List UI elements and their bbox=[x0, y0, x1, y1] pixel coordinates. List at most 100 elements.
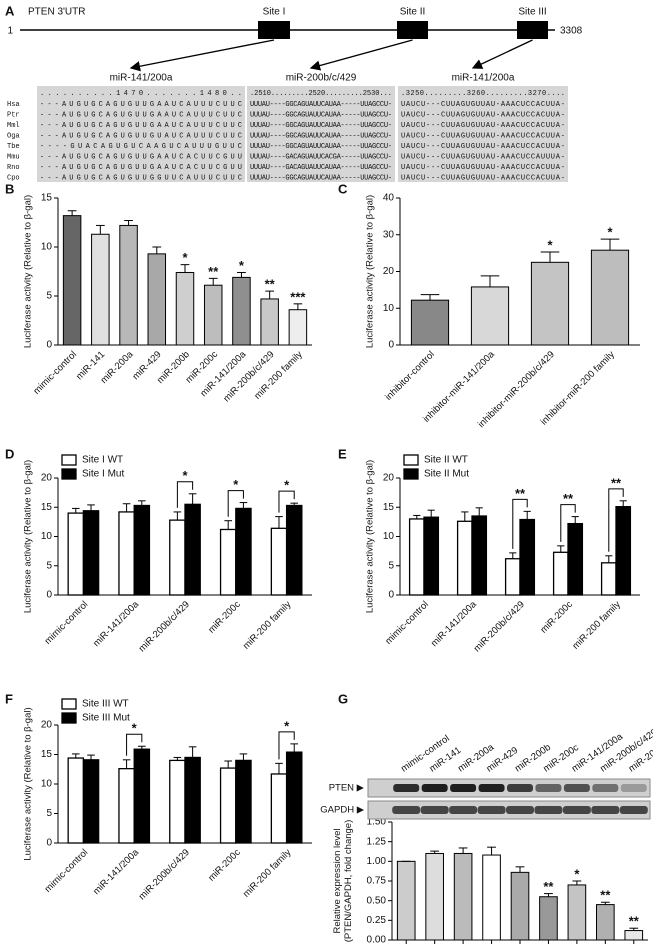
bar bbox=[590, 249, 630, 346]
bar bbox=[596, 904, 615, 941]
legend-swatch bbox=[61, 698, 77, 710]
bar bbox=[118, 511, 135, 596]
y-tick-label: 5 bbox=[46, 560, 52, 571]
bar bbox=[203, 284, 223, 346]
y-tick-label: 15 bbox=[41, 502, 53, 513]
pten-band bbox=[393, 784, 420, 792]
alignment-row: UAUCU---CUUAGUGUUAU-AAACUCCACUUA- bbox=[401, 101, 565, 109]
alignment-box bbox=[398, 86, 568, 182]
y-tick-label: 15 bbox=[41, 193, 53, 204]
y-tick-label: 1.50 bbox=[367, 817, 387, 828]
x-tick-label: mimic-control bbox=[43, 599, 91, 647]
significance: * bbox=[607, 225, 613, 240]
pten-band bbox=[450, 784, 477, 792]
y-tick-label: 10 bbox=[41, 242, 53, 253]
legend-label: Site I WT bbox=[82, 455, 123, 466]
alignment-ruler: ..........1470.......1480.. bbox=[40, 90, 242, 98]
alignment-box bbox=[247, 86, 395, 182]
bar bbox=[169, 759, 186, 844]
y-tick-label: 15 bbox=[383, 502, 395, 513]
bar bbox=[219, 767, 237, 844]
y-axis-title: Luciferase activity (Relative to β-gal) bbox=[365, 460, 376, 613]
legend-label: Site I Mut bbox=[82, 469, 124, 480]
y-axis-title: (PTEN/GAPDH, fold change) bbox=[343, 820, 354, 943]
bar bbox=[453, 852, 473, 941]
bar bbox=[408, 518, 425, 596]
y-axis-title: Relative expression level bbox=[332, 828, 343, 933]
significance: ** bbox=[543, 879, 554, 894]
y-tick-label: 10 bbox=[383, 303, 395, 314]
site-label: Site I bbox=[263, 7, 286, 18]
significance: ** bbox=[208, 264, 219, 279]
bar bbox=[567, 884, 587, 941]
bar bbox=[219, 528, 237, 596]
site-box bbox=[397, 21, 428, 39]
pten-band bbox=[478, 784, 505, 792]
bar bbox=[425, 852, 444, 941]
legend-label: Site III WT bbox=[82, 699, 129, 710]
alignment-row: UUUAU----GACAGUAUUCAUAA-----UUAGCCU- bbox=[250, 164, 392, 172]
bar bbox=[67, 757, 85, 844]
bar bbox=[624, 930, 644, 941]
bar bbox=[235, 507, 252, 596]
gapdh-band bbox=[449, 806, 478, 814]
pten-band bbox=[620, 784, 647, 792]
gapdh-band bbox=[506, 806, 534, 814]
pten-band bbox=[592, 784, 619, 792]
y-tick-label: 0.50 bbox=[367, 895, 387, 906]
bar bbox=[482, 854, 501, 941]
significance: * bbox=[182, 250, 188, 265]
significance: ** bbox=[563, 491, 574, 506]
y-tick-label: 0 bbox=[388, 590, 394, 601]
significance-bracket bbox=[560, 504, 576, 542]
alignment-row: UAUCU---CUUAGUGUUAU-AAACUCCACUUA- bbox=[401, 164, 565, 172]
panel-label: A bbox=[5, 3, 15, 18]
x-tick-label: miR-200b/c/429 bbox=[472, 599, 527, 654]
bar bbox=[285, 751, 303, 844]
bar bbox=[82, 759, 100, 844]
alignment-ruler: .2510.........2520.........2530... bbox=[250, 90, 392, 98]
bar bbox=[519, 518, 536, 596]
y-tick-label: 10 bbox=[41, 531, 53, 542]
legend-swatch bbox=[61, 712, 77, 724]
site-arrow bbox=[129, 39, 275, 72]
bar bbox=[67, 512, 85, 596]
bar bbox=[82, 510, 100, 596]
bar bbox=[510, 871, 530, 941]
bar bbox=[119, 224, 138, 346]
bar bbox=[456, 520, 473, 596]
significance: * bbox=[132, 721, 138, 736]
site-arrow bbox=[309, 39, 413, 71]
panel-label: D bbox=[5, 446, 14, 461]
bar bbox=[270, 773, 288, 844]
species-name: Cpo bbox=[7, 174, 20, 182]
bar bbox=[133, 504, 151, 596]
legend-swatch bbox=[61, 468, 77, 480]
bar bbox=[470, 286, 510, 346]
legend-swatch bbox=[61, 454, 77, 466]
bar bbox=[232, 276, 251, 346]
significance: ** bbox=[515, 486, 526, 501]
alignment-row: UUUAU----GGCAGUAUUCAUAA-----UUAGCCU- bbox=[250, 143, 392, 151]
panel-label: C bbox=[338, 181, 348, 196]
species-name: Hsa bbox=[7, 101, 20, 109]
y-tick-label: 10 bbox=[383, 531, 395, 542]
y-tick-label: 5 bbox=[46, 291, 52, 302]
gapdh-band bbox=[562, 806, 591, 814]
legend-swatch bbox=[403, 468, 419, 480]
significance: * bbox=[239, 258, 245, 273]
site-label: Site II bbox=[400, 7, 426, 18]
x-tick-label: miR-141/200a bbox=[429, 599, 479, 649]
alignment-row: UAUCU---CUUAGUGUUAU-AAACUCCAUUUA- bbox=[401, 153, 565, 161]
alignment-row: UUUAU----GGCAGUAUUCAUAA-----UUAGCCU- bbox=[250, 111, 392, 119]
legend-swatch bbox=[403, 454, 419, 466]
y-tick-label: 0.00 bbox=[367, 935, 387, 946]
x-tick-label: mimic-control bbox=[31, 349, 79, 397]
significance: *** bbox=[290, 289, 306, 304]
bar bbox=[615, 506, 632, 596]
significance-bracket bbox=[608, 488, 624, 552]
site-box bbox=[517, 21, 548, 39]
bar bbox=[423, 516, 440, 596]
significance: ** bbox=[629, 914, 640, 929]
